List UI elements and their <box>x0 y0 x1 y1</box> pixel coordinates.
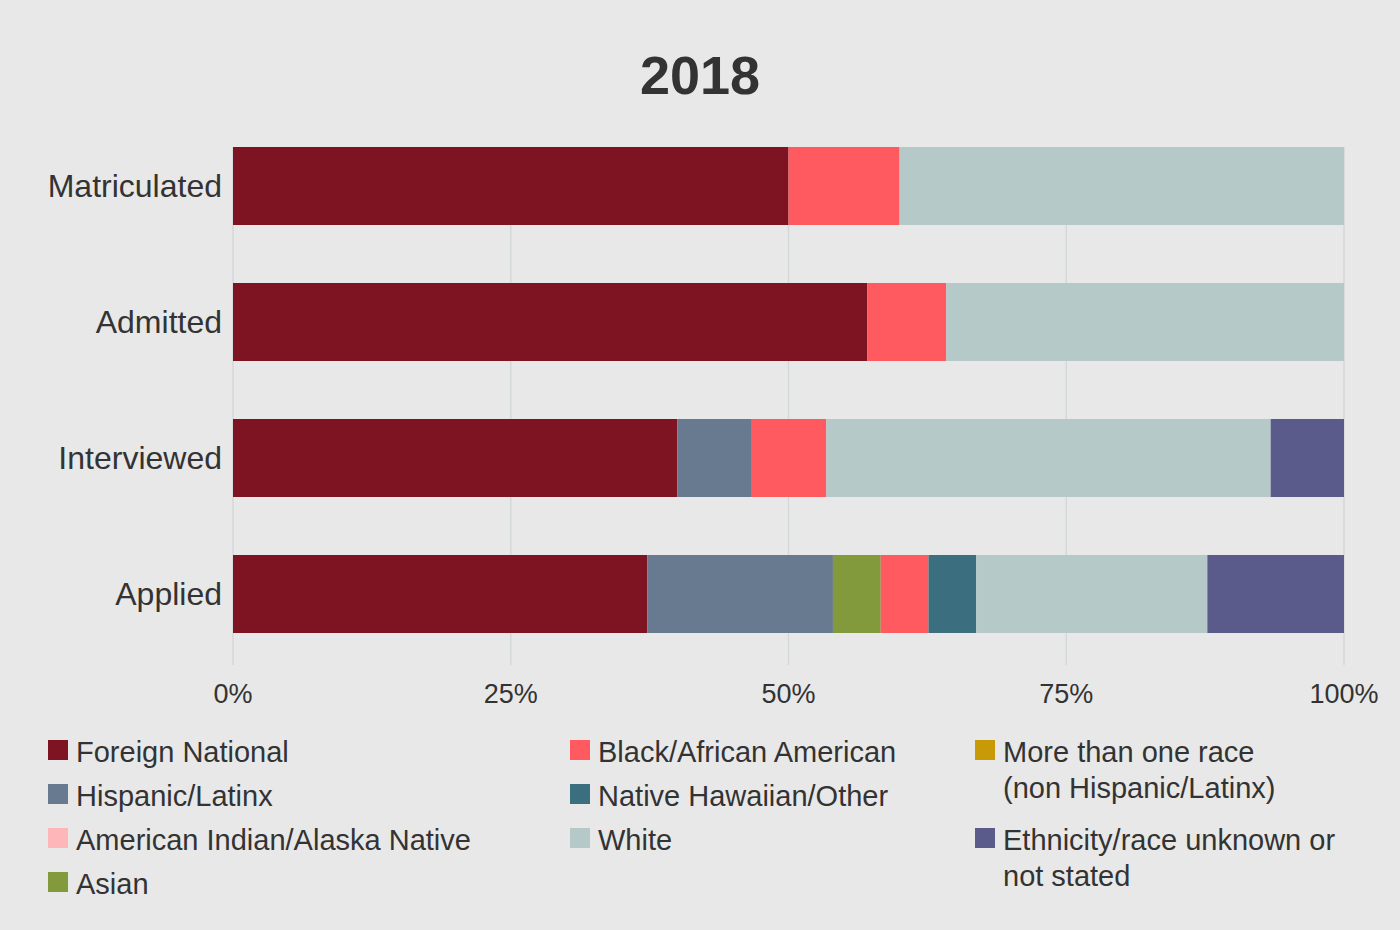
legend-label: Black/African American <box>598 736 896 768</box>
bar <box>946 283 1344 361</box>
bar <box>976 555 1207 633</box>
bar <box>1344 283 1345 361</box>
bar <box>826 419 1270 497</box>
bar <box>881 555 929 633</box>
legend-label: Foreign National <box>76 736 289 768</box>
legend-label: Ethnicity/race unknown ornot stated <box>1003 824 1335 892</box>
bar <box>233 283 867 361</box>
bar <box>833 555 881 633</box>
bar <box>1207 555 1344 633</box>
bar <box>752 419 826 497</box>
tick-label: 0% <box>213 679 252 709</box>
tick-label: 75% <box>1039 679 1093 709</box>
title: 2018 <box>640 45 760 105</box>
category-label: Admitted <box>96 304 222 340</box>
chart: 2018 Matriculated Admitted Interviewed Appli… <box>0 0 1400 930</box>
legend-swatch <box>570 740 590 760</box>
bar <box>233 555 647 633</box>
legend-swatch <box>975 828 995 848</box>
category-label: Interviewed <box>58 440 222 476</box>
bar <box>677 419 751 497</box>
tick-label: 25% <box>484 679 538 709</box>
legend-swatch <box>570 828 590 848</box>
legend-swatch <box>48 872 68 892</box>
tick-label: 50% <box>761 679 815 709</box>
legend-swatch <box>48 828 68 848</box>
legend-label: More than one race(non Hispanic/Latinx) <box>1003 736 1275 804</box>
legend-label: Asian <box>76 868 149 900</box>
bar <box>789 147 900 225</box>
legend-label: Hispanic/Latinx <box>76 780 273 812</box>
bar <box>233 147 789 225</box>
bar <box>1344 283 1345 361</box>
bars <box>233 147 1344 633</box>
legend-swatch <box>570 784 590 804</box>
legend-swatch <box>48 784 68 804</box>
background <box>0 0 1400 930</box>
legend-swatch <box>975 740 995 760</box>
bar <box>867 283 946 361</box>
tick-label: 100% <box>1309 679 1378 709</box>
legend-label: Native Hawaiian/Other <box>598 780 888 812</box>
legend-label: White <box>598 824 672 856</box>
bar <box>900 147 1344 225</box>
legend-swatch <box>48 740 68 760</box>
category-label: Applied <box>115 576 222 612</box>
bar <box>1344 147 1345 225</box>
bar <box>1344 147 1345 225</box>
bar <box>647 555 833 633</box>
category-label: Matriculated <box>48 168 222 204</box>
bar <box>1271 419 1344 497</box>
bar <box>233 419 677 497</box>
bar <box>928 555 976 633</box>
legend-label: American Indian/Alaska Native <box>76 824 471 856</box>
